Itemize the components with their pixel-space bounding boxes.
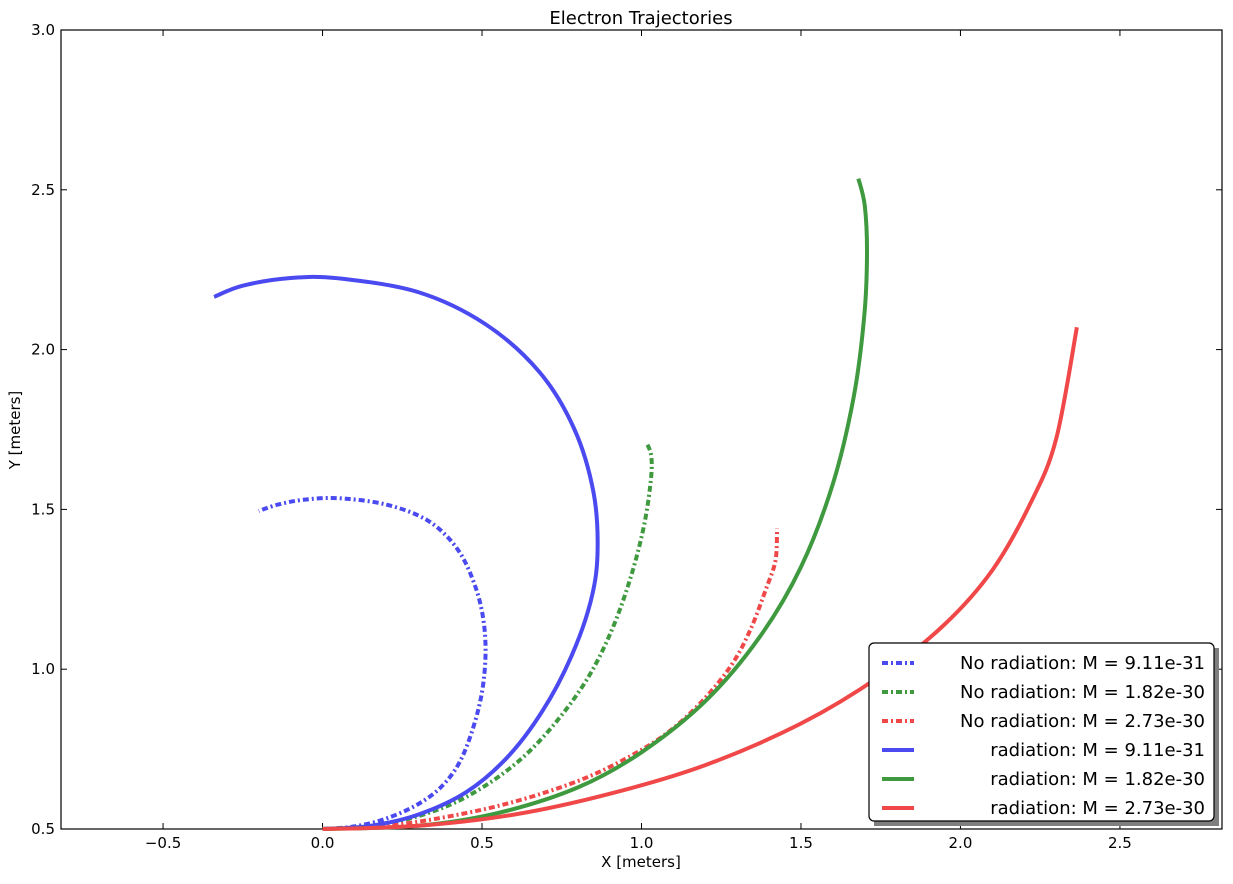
legend: No radiation: M = 9.11e-31 No radiation: … (868, 642, 1219, 826)
x-tick-label: 0.0 (311, 834, 335, 852)
y-tick-label: 1.5 (31, 500, 55, 518)
series-layer (213, 178, 1079, 831)
series-line (322, 528, 780, 831)
x-axis-ticks: −0.5 0.0 0.5 1.0 1.5 2.0 2.5 (145, 30, 1132, 852)
x-tick-label: 1.5 (789, 834, 813, 852)
y-tick-label: 0.5 (31, 820, 55, 838)
y-axis-label: Y [meters] (6, 391, 24, 471)
x-tick-label: −0.5 (145, 834, 181, 852)
y-tick-label: 2.5 (31, 181, 55, 199)
legend-box (868, 642, 1215, 822)
series-line (322, 326, 1079, 831)
legend-label: No radiation: M = 1.82e-30 (960, 682, 1205, 703)
y-tick-label: 2.0 (31, 341, 55, 359)
series-line (322, 178, 870, 831)
x-tick-label: 2.0 (949, 834, 973, 852)
x-tick-label: 2.5 (1108, 834, 1132, 852)
legend-label: radiation: M = 9.11e-31 (990, 740, 1205, 761)
series-line (213, 274, 600, 831)
legend-label: No radiation: M = 2.73e-30 (960, 711, 1205, 732)
legend-label: No radiation: M = 9.11e-31 (960, 653, 1205, 674)
chart-title: Electron Trajectories (549, 8, 732, 29)
y-tick-label: 1.0 (31, 660, 55, 678)
x-tick-label: 0.5 (470, 834, 494, 852)
x-axis-label: X [meters] (601, 853, 681, 871)
series-line (258, 495, 488, 831)
y-tick-label: 3.0 (31, 21, 55, 39)
legend-label: radiation: M = 2.73e-30 (990, 798, 1205, 819)
x-tick-label: 1.0 (630, 834, 654, 852)
legend-items: No radiation: M = 9.11e-31 No radiation: … (882, 653, 1205, 819)
series-line (322, 441, 654, 831)
y-axis-ticks: 0.5 1.0 1.5 2.0 2.5 3.0 (31, 21, 1222, 838)
legend-label: radiation: M = 1.82e-30 (990, 769, 1205, 790)
